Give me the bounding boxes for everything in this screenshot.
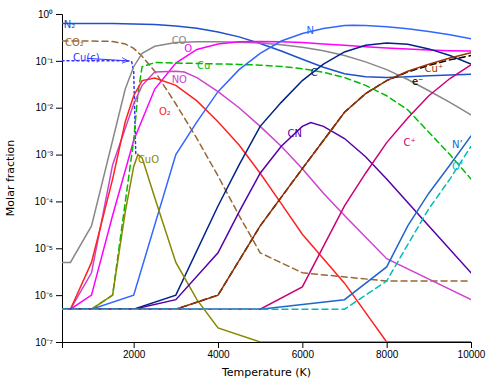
x-axis-title: Temperature (K) xyxy=(221,366,311,379)
tick: 10⁻¹ xyxy=(36,56,62,67)
tick-mark xyxy=(471,342,472,348)
tick-label: 6000 xyxy=(292,349,315,360)
tick-label: 10⁻⁴ xyxy=(35,196,53,207)
annotation: e⁻ xyxy=(412,76,423,87)
series-line xyxy=(62,63,471,310)
tick-label: 2000 xyxy=(123,349,146,360)
series-line xyxy=(62,41,471,281)
tick-mark xyxy=(56,14,62,15)
tick: 2000 xyxy=(123,342,146,360)
chart: 20004000600080001000010⁻⁷10⁻⁶10⁻⁵10⁻⁴10⁻… xyxy=(0,0,495,384)
tick: 4000 xyxy=(207,342,230,360)
annotation: Cu xyxy=(197,60,210,71)
tick-mark xyxy=(56,155,62,156)
tick-label: 10⁻³ xyxy=(36,149,54,160)
tick-label: 10000 xyxy=(458,349,486,360)
y-axis: 10⁻⁷ 10⁻⁶ 10⁻⁵ 10⁻⁴ 10⁻³ 10⁻² 10⁻¹ 10⁰ xyxy=(35,9,63,348)
tick-mark xyxy=(56,108,62,109)
tick-label: 10⁻² xyxy=(36,102,54,113)
tick: 10000 xyxy=(458,342,486,360)
tick-label: 10⁻⁵ xyxy=(35,243,53,254)
tick: 10⁻⁶ xyxy=(35,290,62,301)
tick-label: 10⁰ xyxy=(38,9,53,20)
tick: 10⁻² xyxy=(36,102,62,113)
annotation: CO₂ xyxy=(65,37,84,48)
tick-mark xyxy=(56,295,62,296)
tick-label: 8000 xyxy=(376,349,399,360)
tick-mark xyxy=(56,201,62,202)
series-line xyxy=(62,155,471,342)
annotation: Cu(c) xyxy=(73,52,100,63)
plot-area xyxy=(62,23,471,342)
tick-mark xyxy=(56,61,62,62)
series-line xyxy=(62,71,471,309)
annotation: N’ xyxy=(452,139,463,150)
series-line xyxy=(62,53,471,310)
series-line xyxy=(62,78,471,342)
tick: 10⁻⁴ xyxy=(35,196,62,207)
annotations: N₂CO₂Cu(c)COOCuNNOO₂CCuOCNe⁻Cu⁺C⁺N’O’ xyxy=(64,19,463,172)
series-line xyxy=(62,41,471,309)
tick-mark xyxy=(56,342,62,343)
tick: 10⁰ xyxy=(38,9,62,20)
annotation: N₂ xyxy=(64,19,76,30)
axis-line xyxy=(56,15,63,343)
annotation: CN xyxy=(288,128,302,139)
series-line xyxy=(62,136,471,309)
annotation: C⁺ xyxy=(404,137,416,148)
series-line xyxy=(62,61,136,155)
tick-label: 4000 xyxy=(207,349,230,360)
series-line xyxy=(62,25,471,309)
tick-mark xyxy=(387,342,388,348)
tick-label: 10⁻⁷ xyxy=(35,337,53,348)
annotation: Cu⁺ xyxy=(425,63,444,74)
annotation: CuO xyxy=(138,154,159,165)
annotation: C xyxy=(311,67,318,78)
annotation: O₂ xyxy=(159,106,171,117)
series-line xyxy=(62,123,471,310)
annotation: O xyxy=(184,43,192,54)
annotation: O’ xyxy=(452,161,463,172)
axis-line xyxy=(63,343,472,349)
tick: 6000 xyxy=(292,342,315,360)
tick-label: 10⁻¹ xyxy=(36,56,54,67)
tick: 8000 xyxy=(376,342,399,360)
series-line xyxy=(62,43,471,309)
series-line xyxy=(62,146,471,309)
annotation: NO xyxy=(172,74,187,85)
tick-mark xyxy=(302,342,303,348)
series-line xyxy=(62,56,471,310)
tick-mark xyxy=(218,342,219,348)
annotation: N xyxy=(307,25,314,36)
tick: 10⁻³ xyxy=(36,149,62,160)
tick-mark xyxy=(56,248,62,249)
series-line xyxy=(62,23,471,77)
tick: 10⁻⁷ xyxy=(35,337,62,348)
tick: 10⁻⁵ xyxy=(35,243,62,254)
y-axis-title: Molar fraction xyxy=(4,140,17,216)
tick-mark xyxy=(134,342,135,348)
x-axis: 2000 4000 6000 8000 10000 xyxy=(63,342,486,360)
series-line xyxy=(62,65,471,309)
tick-label: 10⁻⁶ xyxy=(35,290,53,301)
